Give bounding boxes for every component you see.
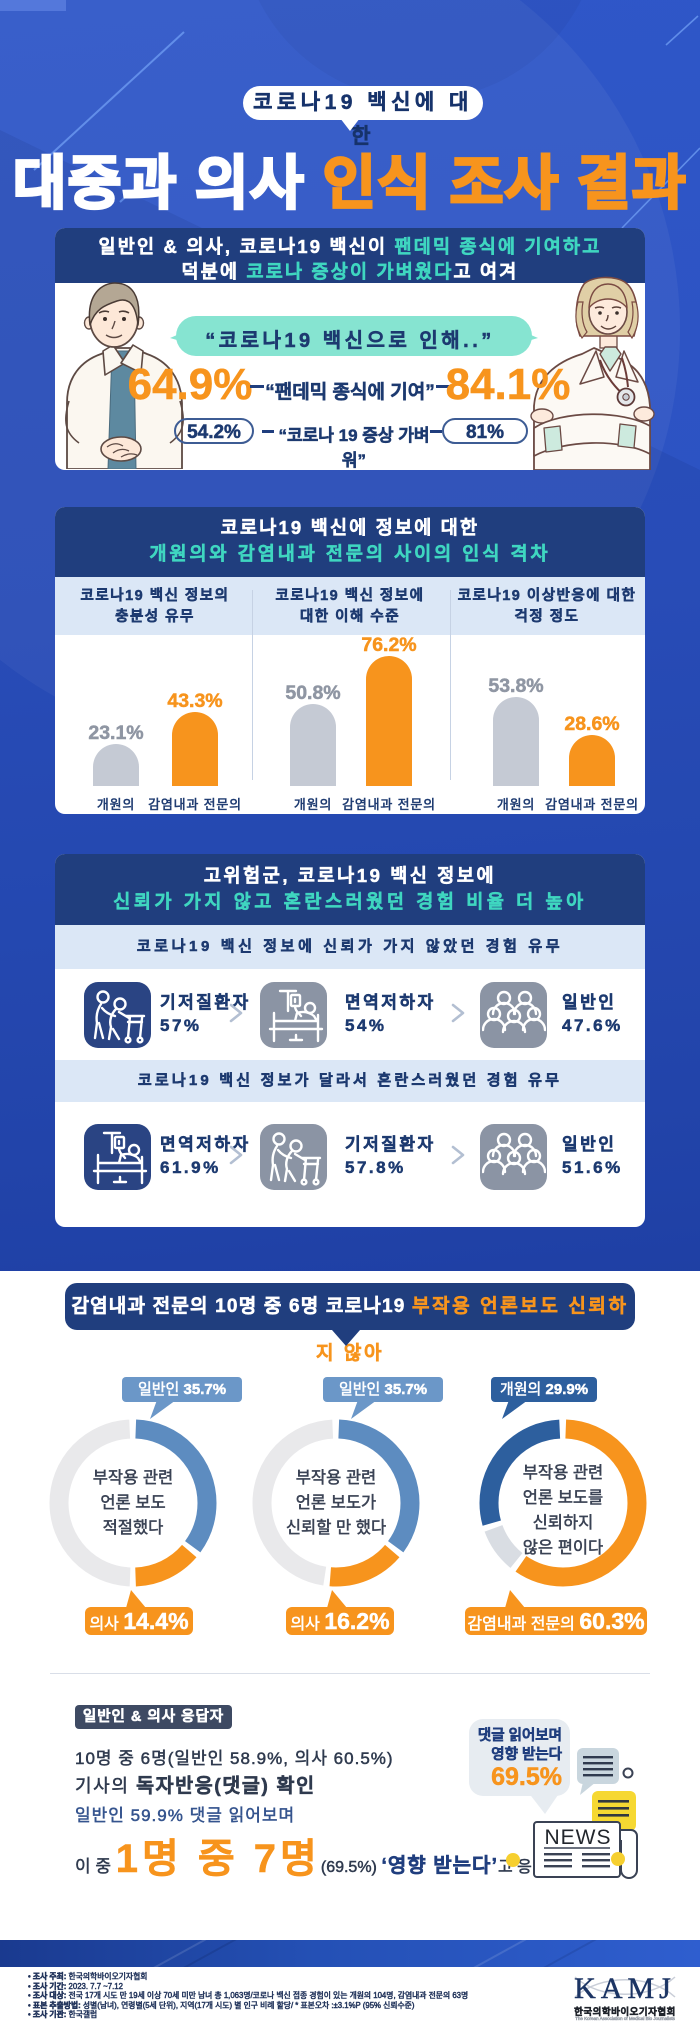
svg-text:NEWS: NEWS [545, 1826, 612, 1849]
